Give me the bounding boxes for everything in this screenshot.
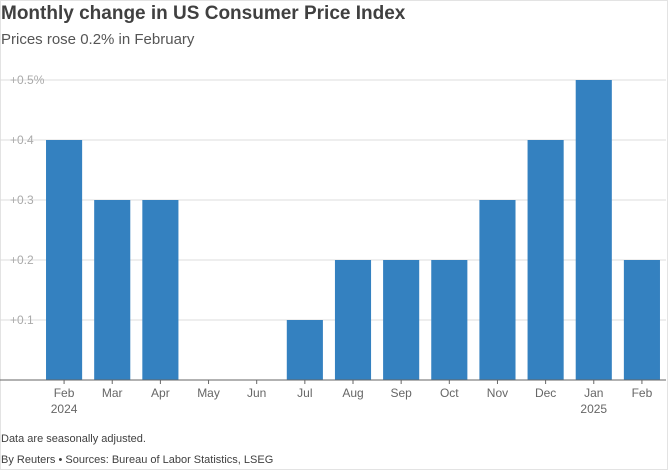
x-tick-label: Oct	[440, 386, 459, 400]
x-year-label: 2024	[51, 402, 78, 416]
x-year-label: 2025	[580, 402, 607, 416]
y-tick-label: +0.3	[10, 193, 34, 207]
bar-0	[46, 140, 83, 380]
bar-7	[383, 260, 420, 380]
bar-10	[527, 140, 564, 380]
x-tick-label: Aug	[342, 386, 363, 400]
x-tick-label: Jul	[297, 386, 312, 400]
y-tick-label: +0.4	[10, 133, 34, 147]
bar-12	[623, 260, 660, 380]
x-tick-label: Apr	[151, 386, 170, 400]
x-tick-label: Mar	[102, 386, 123, 400]
bar-6	[334, 260, 372, 380]
x-tick-label: Jan	[584, 386, 603, 400]
x-tick-label: Nov	[487, 386, 508, 400]
x-tick-label: Sep	[390, 386, 412, 400]
chart-title: Monthly change in US Consumer Price Inde…	[1, 3, 406, 24]
source-credit: By Reuters • Sources: Bureau of Labor St…	[1, 454, 274, 466]
x-tick-label: Feb	[54, 386, 75, 400]
chart-subtitle: Prices rose 0.2% in February	[1, 31, 195, 48]
footnote: Data are seasonally adjusted.	[1, 433, 146, 445]
bar-1	[94, 200, 131, 380]
x-tick-label: Jun	[247, 386, 266, 400]
bar-11	[575, 80, 612, 380]
bar-8	[431, 260, 468, 380]
bar-5	[286, 320, 323, 380]
y-tick-label: +0.5%	[10, 73, 45, 87]
x-tick-label: Dec	[535, 386, 556, 400]
bar-2	[142, 200, 179, 380]
bar-9	[479, 200, 516, 380]
x-tick-label: Feb	[632, 386, 653, 400]
y-tick-label: +0.2	[10, 253, 34, 267]
y-tick-label: +0.1	[10, 313, 34, 327]
x-tick-label: May	[197, 386, 220, 400]
